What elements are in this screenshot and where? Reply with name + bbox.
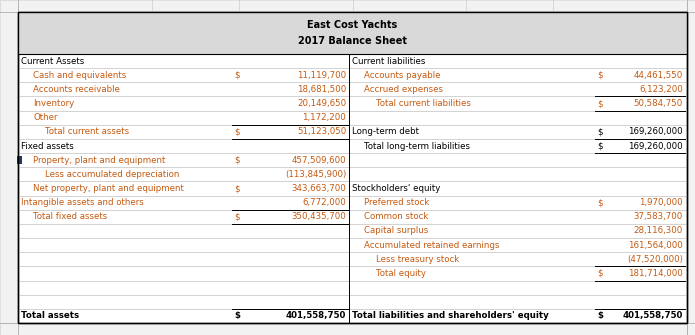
- Text: Intangible assets and others: Intangible assets and others: [21, 198, 144, 207]
- Text: Accumulated retained earnings: Accumulated retained earnings: [364, 241, 500, 250]
- Text: 50,584,750: 50,584,750: [634, 99, 683, 108]
- Text: $: $: [234, 312, 240, 320]
- Text: $: $: [597, 71, 603, 80]
- Text: Current Assets: Current Assets: [21, 57, 84, 66]
- Text: $: $: [597, 312, 603, 320]
- Text: 37,583,700: 37,583,700: [634, 212, 683, 221]
- Text: Common stock: Common stock: [364, 212, 429, 221]
- Text: Less accumulated depreciation: Less accumulated depreciation: [45, 170, 179, 179]
- Text: 2017 Balance Sheet: 2017 Balance Sheet: [298, 37, 407, 47]
- Text: Total fixed assets: Total fixed assets: [33, 212, 107, 221]
- Text: Accrued expenses: Accrued expenses: [364, 85, 443, 94]
- Text: $: $: [234, 156, 240, 165]
- Text: Capital surplus: Capital surplus: [364, 226, 428, 236]
- Text: 169,260,000: 169,260,000: [628, 127, 683, 136]
- Bar: [18, 12, 687, 54]
- Text: 11,119,700: 11,119,700: [297, 71, 346, 80]
- Text: Less treasury stock: Less treasury stock: [376, 255, 459, 264]
- Text: 20,149,650: 20,149,650: [297, 99, 346, 108]
- Bar: [0, 323, 695, 335]
- Text: $: $: [597, 269, 603, 278]
- Text: $: $: [234, 71, 240, 80]
- Text: Total equity: Total equity: [376, 269, 426, 278]
- Bar: [0, 0, 695, 12]
- Text: Accounts payable: Accounts payable: [364, 71, 441, 80]
- Text: 350,435,700: 350,435,700: [291, 212, 346, 221]
- Text: 1,970,000: 1,970,000: [639, 198, 683, 207]
- Text: Total long-term liabilities: Total long-term liabilities: [364, 141, 470, 150]
- Text: 28,116,300: 28,116,300: [634, 226, 683, 236]
- Text: Cash and equivalents: Cash and equivalents: [33, 71, 126, 80]
- Text: 343,663,700: 343,663,700: [291, 184, 346, 193]
- Text: Inventory: Inventory: [33, 99, 74, 108]
- Text: 18,681,500: 18,681,500: [297, 85, 346, 94]
- Text: Preferred stock: Preferred stock: [364, 198, 430, 207]
- Text: Fixed assets: Fixed assets: [21, 141, 74, 150]
- Text: Total liabilities and shareholders' equity: Total liabilities and shareholders' equi…: [352, 312, 549, 320]
- Text: $: $: [597, 127, 603, 136]
- Text: Other: Other: [33, 113, 58, 122]
- Text: 161,564,000: 161,564,000: [628, 241, 683, 250]
- Text: 181,714,000: 181,714,000: [628, 269, 683, 278]
- Text: 6,772,000: 6,772,000: [302, 198, 346, 207]
- Text: $: $: [597, 198, 603, 207]
- Text: Net property, plant and equipment: Net property, plant and equipment: [33, 184, 184, 193]
- Bar: [687, 0, 695, 335]
- Text: Property, plant and equipment: Property, plant and equipment: [33, 156, 165, 165]
- Text: (113,845,900): (113,845,900): [285, 170, 346, 179]
- Text: $: $: [597, 99, 603, 108]
- Text: $: $: [234, 184, 240, 193]
- Text: East Cost Yachts: East Cost Yachts: [307, 20, 398, 29]
- Text: Total current assets: Total current assets: [45, 127, 129, 136]
- Text: Current liabilities: Current liabilities: [352, 57, 425, 66]
- Text: 401,558,750: 401,558,750: [286, 312, 346, 320]
- Text: Stockholders' equity: Stockholders' equity: [352, 184, 441, 193]
- Bar: [17, 156, 22, 164]
- Text: 44,461,550: 44,461,550: [634, 71, 683, 80]
- Text: 1,172,200: 1,172,200: [302, 113, 346, 122]
- Text: 51,123,050: 51,123,050: [297, 127, 346, 136]
- Text: 401,558,750: 401,558,750: [623, 312, 683, 320]
- Text: Total current liabilities: Total current liabilities: [376, 99, 471, 108]
- Text: $: $: [234, 127, 240, 136]
- Text: 6,123,200: 6,123,200: [639, 85, 683, 94]
- Text: (47,520,000): (47,520,000): [627, 255, 683, 264]
- Bar: [0, 0, 18, 335]
- Text: $: $: [597, 141, 603, 150]
- Text: Long-term debt: Long-term debt: [352, 127, 419, 136]
- Text: Accounts receivable: Accounts receivable: [33, 85, 120, 94]
- Text: Total assets: Total assets: [21, 312, 79, 320]
- Text: $: $: [234, 212, 240, 221]
- Text: 457,509,600: 457,509,600: [291, 156, 346, 165]
- Text: 169,260,000: 169,260,000: [628, 141, 683, 150]
